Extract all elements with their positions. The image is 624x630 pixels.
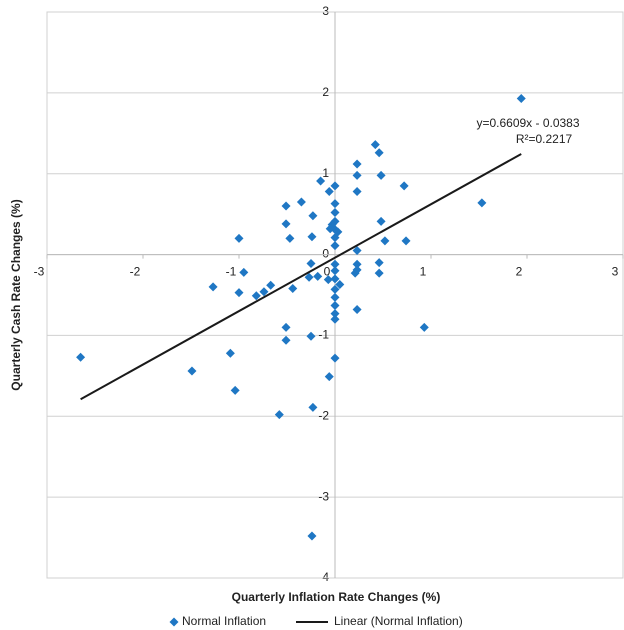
point: [230, 385, 240, 395]
point: [307, 531, 317, 541]
point: [330, 353, 340, 363]
point: [281, 201, 291, 211]
y-tick-label: 0: [322, 247, 329, 261]
point: [308, 402, 318, 412]
point: [352, 170, 362, 180]
legend-marker: [169, 617, 179, 627]
point: [376, 170, 386, 180]
point: [374, 258, 384, 268]
point: [324, 372, 334, 382]
point: [330, 292, 340, 302]
point: [239, 267, 249, 277]
point: [370, 140, 380, 150]
point: [352, 305, 362, 315]
x-tick-label: 2: [516, 265, 523, 279]
point: [234, 288, 244, 298]
y-tick-label: -1: [318, 328, 329, 342]
x-axis-label: Quarterly Inflation Rate Changes (%): [232, 590, 441, 604]
point: [330, 259, 340, 269]
point: [333, 227, 343, 237]
point: [374, 268, 384, 278]
point: [76, 352, 86, 362]
point: [324, 187, 334, 197]
point: [306, 331, 316, 341]
y-tick-label: 1: [322, 166, 329, 180]
x-tick-label: -1: [226, 265, 237, 279]
point: [374, 148, 384, 158]
legend-label: Normal Inflation: [182, 614, 266, 628]
x-tick-label: 1: [420, 265, 427, 279]
point: [274, 410, 284, 420]
y-axis-label: Quarterly Cash Rate Changes (%): [9, 199, 23, 390]
y-tick-label: -3: [318, 489, 329, 503]
point: [296, 197, 306, 207]
point: [307, 232, 317, 242]
point: [330, 181, 340, 191]
point: [259, 287, 269, 297]
point: [308, 211, 318, 221]
trendline: [80, 153, 522, 401]
point: [352, 187, 362, 197]
point: [288, 284, 298, 294]
point: [251, 291, 261, 301]
point: [325, 224, 335, 234]
point: [376, 216, 386, 226]
y-tick-label: -4: [318, 570, 329, 584]
point: [401, 236, 411, 246]
point: [281, 335, 291, 345]
point: [281, 322, 291, 332]
point: [330, 274, 340, 284]
x-tick-label: 0: [324, 265, 331, 279]
trend-r-squared: R²=0.2217: [516, 132, 573, 146]
point: [187, 366, 197, 376]
point: [208, 282, 218, 292]
point: [335, 279, 345, 289]
point: [330, 284, 340, 294]
legend-label: Linear (Normal Inflation): [334, 614, 463, 628]
y-tick-label: 2: [322, 85, 329, 99]
point: [380, 236, 390, 246]
point: [352, 259, 362, 269]
point: [225, 348, 235, 358]
point: [330, 309, 340, 319]
point: [330, 266, 340, 276]
point: [281, 219, 291, 229]
point: [399, 181, 409, 191]
point: [234, 233, 244, 243]
point: [323, 275, 333, 285]
point: [304, 272, 314, 282]
point: [330, 314, 340, 324]
point: [352, 265, 362, 275]
x-tick-label: -2: [130, 265, 141, 279]
point: [419, 322, 429, 332]
point: [330, 301, 340, 311]
x-tick-label: 3: [612, 265, 619, 279]
point: [477, 198, 487, 208]
y-tick-label: -2: [318, 408, 329, 422]
point: [316, 176, 326, 186]
point: [285, 233, 295, 243]
x-tick-label: -3: [34, 265, 45, 279]
point: [330, 199, 340, 209]
trend-equation: y=0.6609x - 0.0383: [476, 116, 579, 130]
point: [330, 241, 340, 251]
point: [266, 280, 276, 290]
point: [313, 271, 323, 281]
point: [352, 159, 362, 169]
point: [516, 94, 526, 104]
point: [352, 246, 362, 256]
y-tick-label: 3: [322, 4, 329, 18]
point: [330, 208, 340, 218]
point: [306, 258, 316, 268]
